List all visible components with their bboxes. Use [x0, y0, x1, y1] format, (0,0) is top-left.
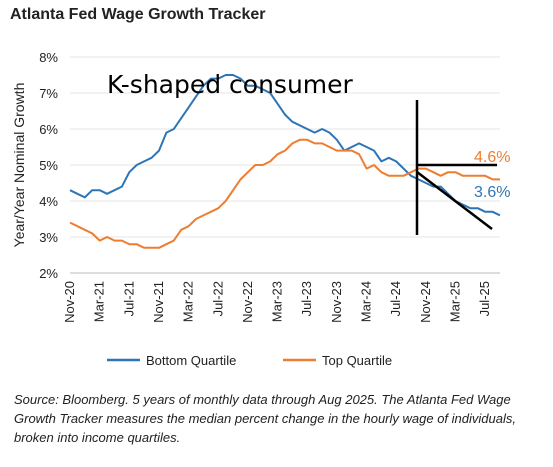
x-tick-label: Nov-24	[418, 281, 433, 323]
legend-bottom-quartile-label: Bottom Quartile	[146, 353, 236, 368]
x-tick-label: Nov-21	[151, 281, 166, 323]
x-tick-label: Jul-25	[477, 281, 492, 316]
x-tick-label: Jul-22	[210, 281, 225, 316]
x-tick-label: Mar-24	[359, 281, 374, 322]
chart-title: Atlanta Fed Wage Growth Tracker	[10, 6, 266, 23]
k-shaped-annotation: K-shaped consumer	[107, 70, 354, 99]
source-note: Source: Bloomberg. 5 years of monthly da…	[14, 392, 516, 445]
x-axis-ticks: Nov-20 Mar-21 Jul-21 Nov-21 Mar-22 Jul-22 Nov-…	[62, 281, 492, 323]
y-tick-label: 7%	[39, 86, 58, 101]
x-tick-label: Mar-22	[181, 281, 196, 322]
x-tick-label: Nov-20	[62, 281, 77, 323]
y-axis-label: Year/Year Nominal Growth	[11, 83, 27, 248]
bottom-quartile-end-label: 3.6%	[474, 184, 510, 201]
top-quartile-line	[69, 138, 500, 249]
y-axis-ticks: 2% 3% 4% 5% 6% 7% 8%	[39, 50, 58, 281]
top-quartile-end-label: 4.6%	[474, 149, 510, 166]
x-tick-label: Mar-25	[448, 281, 463, 322]
y-tick-label: 8%	[39, 50, 58, 65]
x-tick-label: Mar-23	[270, 281, 285, 322]
x-tick-label: Nov-22	[240, 281, 255, 323]
legend-top-quartile-label: Top Quartile	[322, 353, 392, 368]
y-tick-label: 2%	[39, 266, 58, 281]
x-tick-label: Jul-24	[388, 281, 403, 316]
x-tick-label: Nov-23	[329, 281, 344, 323]
y-tick-label: 3%	[39, 230, 58, 245]
y-tick-label: 4%	[39, 194, 58, 209]
k-lower-arm	[416, 171, 493, 230]
y-tick-label: 6%	[39, 122, 58, 137]
x-tick-label: Mar-21	[92, 281, 107, 322]
y-tick-label: 5%	[39, 158, 58, 173]
line-chart: 2% 3% 4% 5% 6% 7% 8% Nov-20 Mar-21 Jul-21 Nov-21 M…	[11, 50, 510, 368]
series-lines	[69, 74, 501, 249]
bottom-quartile-line	[69, 74, 501, 217]
x-tick-label: Jul-21	[121, 281, 136, 316]
x-tick-label: Jul-23	[299, 281, 314, 316]
